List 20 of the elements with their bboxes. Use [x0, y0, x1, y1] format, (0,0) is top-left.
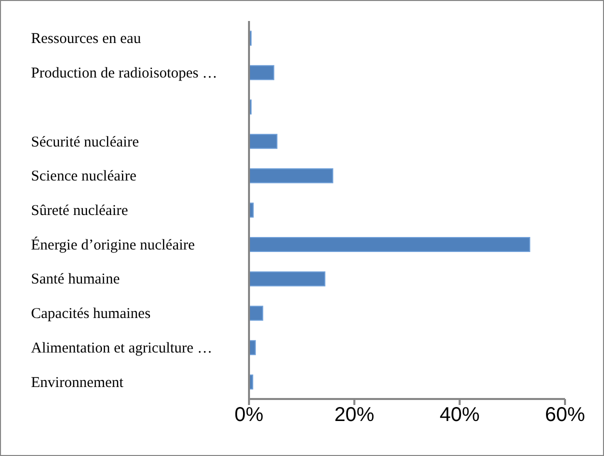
bar — [249, 236, 530, 252]
y-tick-label: Sûreté nucléaire — [31, 203, 128, 219]
bar — [249, 168, 334, 184]
y-tick-label: Capacités humaines — [31, 306, 151, 322]
y-tick-label: Santé humaine — [31, 272, 120, 288]
x-tick-label: 20% — [334, 404, 375, 426]
bar — [249, 271, 326, 286]
y-tick-label: Environnement — [31, 374, 124, 391]
y-tick-label: Alimentation et agriculture … — [31, 340, 212, 356]
bar — [249, 134, 278, 149]
x-tick-label: 60% — [544, 404, 586, 426]
x-tick-label: 40% — [440, 404, 480, 426]
bar — [249, 306, 264, 321]
y-tick-label: Production de radioisotopes … — [31, 66, 218, 82]
x-tick-label: 0% — [234, 404, 264, 426]
y-tick-label: Ressources en eau — [31, 31, 142, 48]
y-tick-label: Science nucléaire — [31, 168, 137, 185]
bar — [249, 65, 274, 80]
y-tick-label: Sécurité nucléaire — [31, 134, 140, 150]
y-tick-label: Énergie d’origine nucléaire — [31, 236, 196, 254]
